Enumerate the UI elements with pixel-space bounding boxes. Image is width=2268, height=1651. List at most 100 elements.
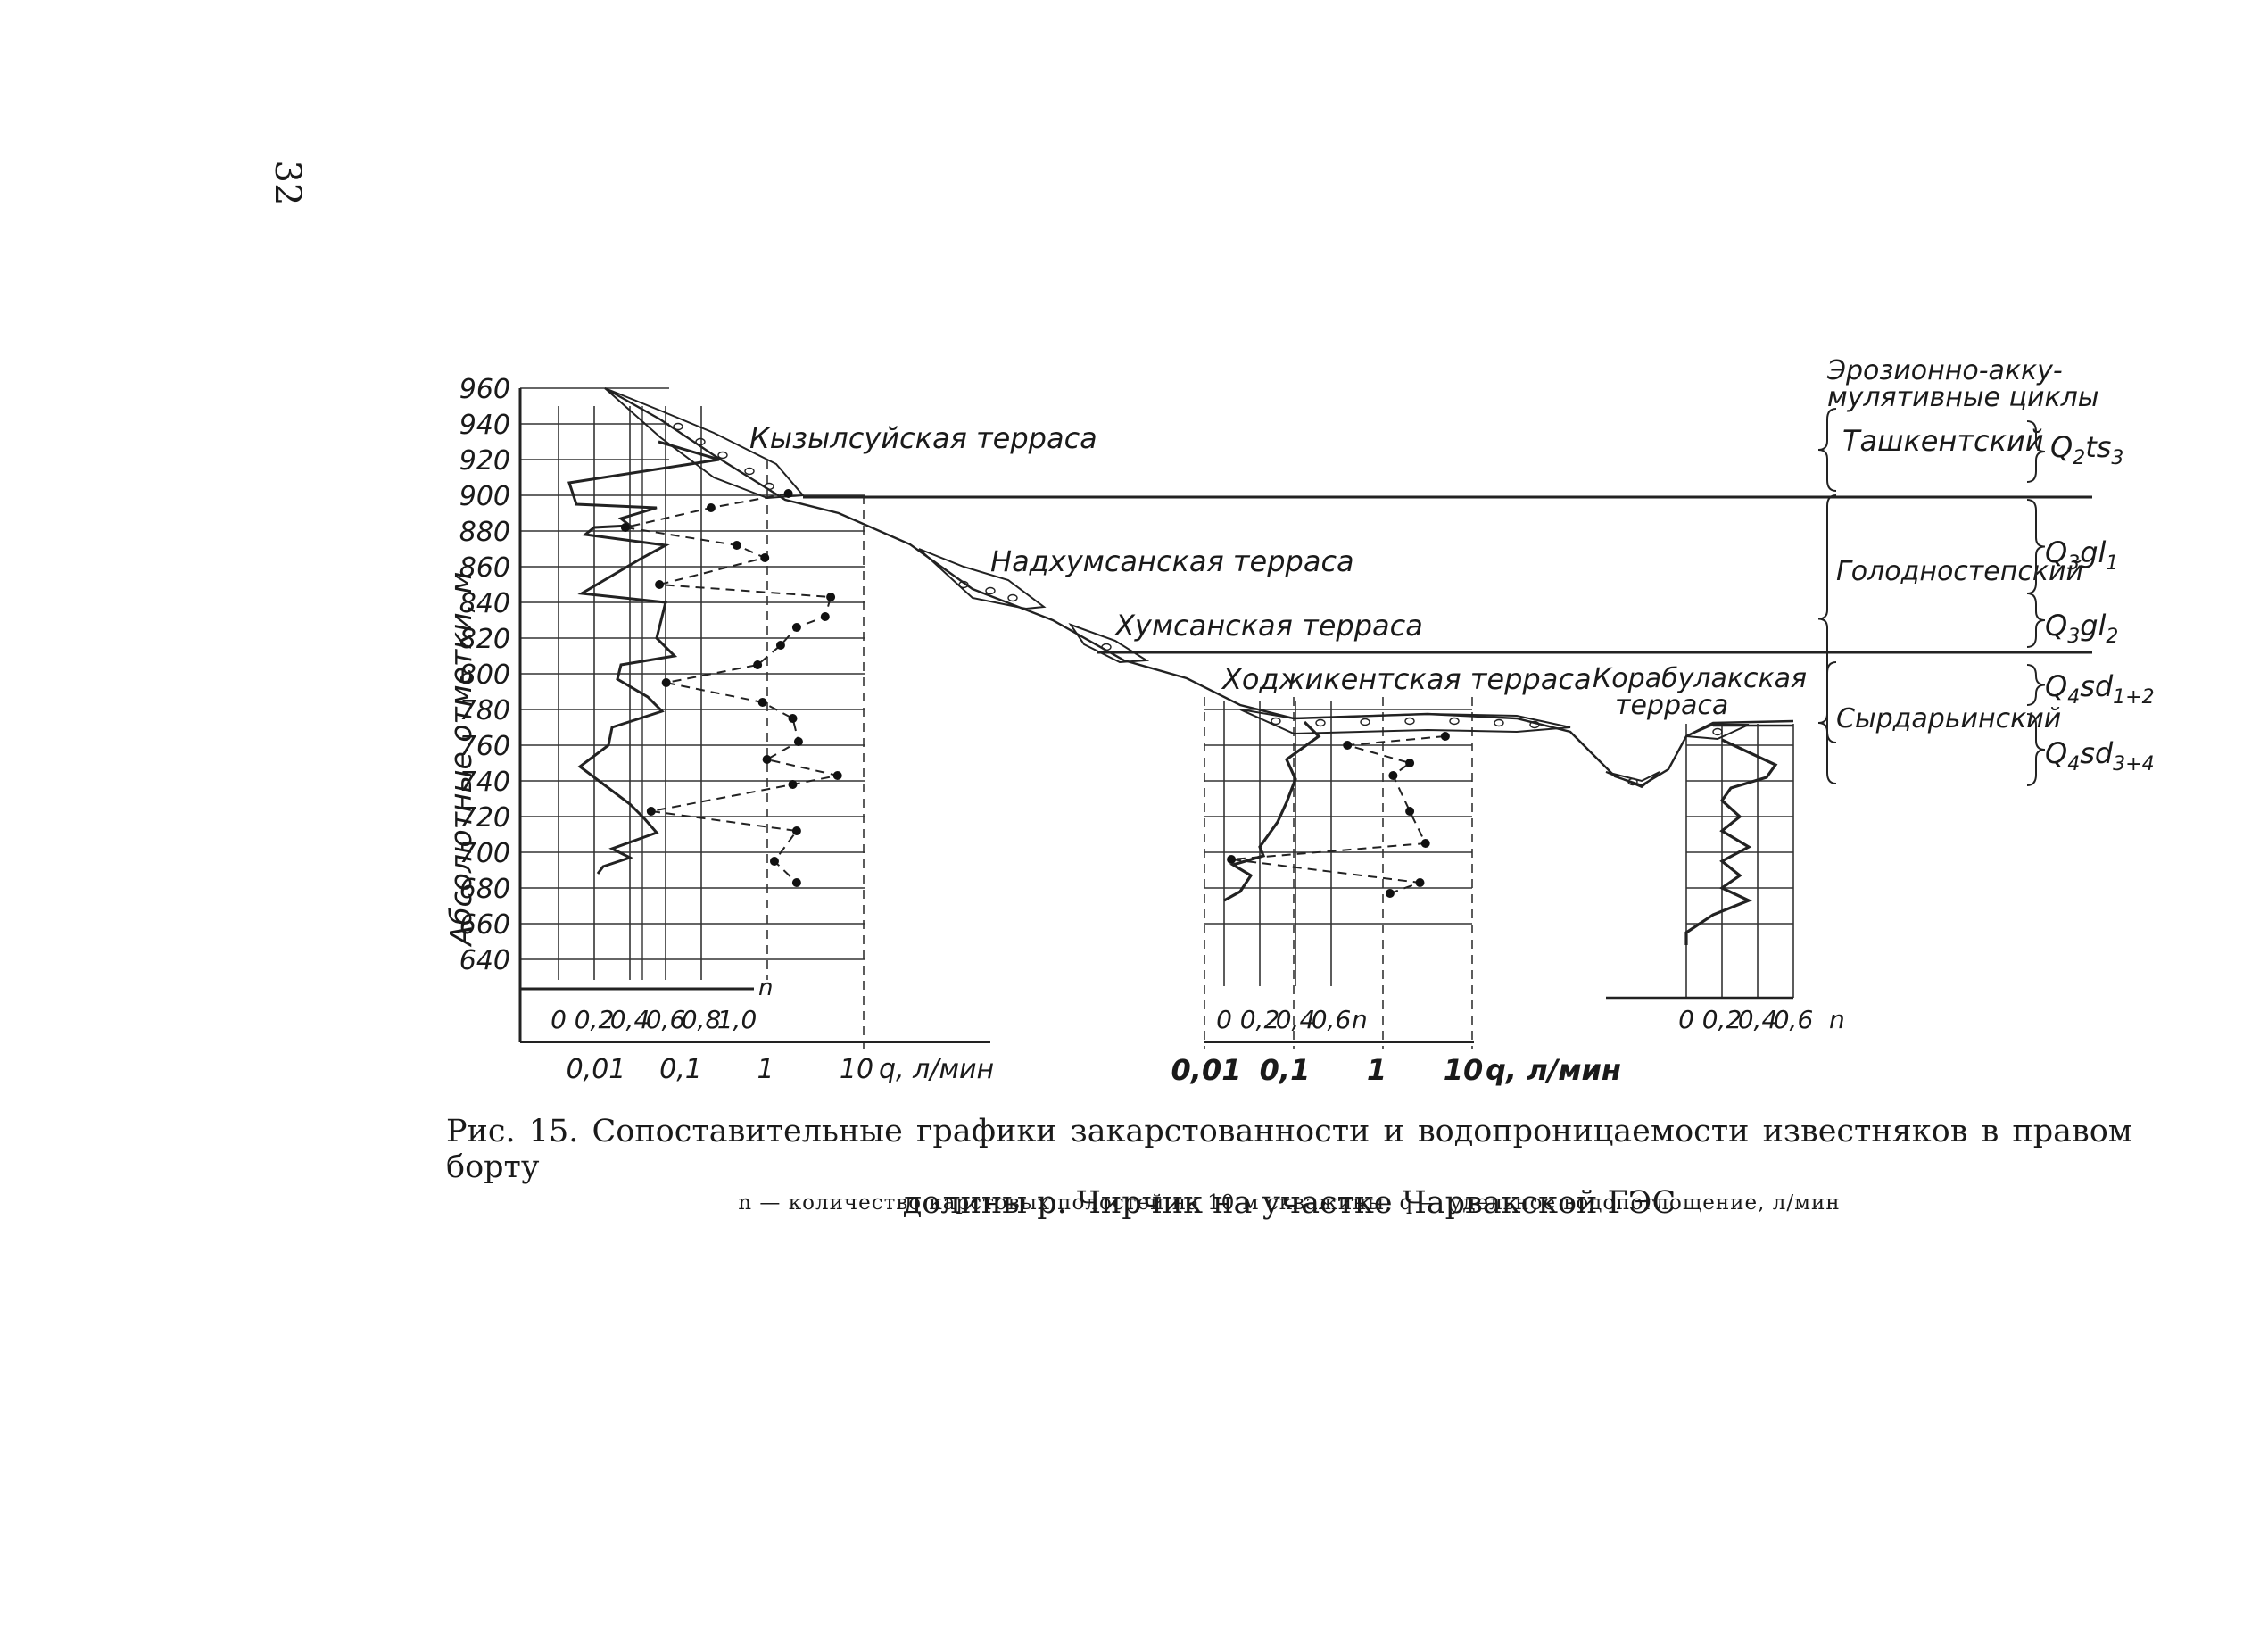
- cycle-label: Голодностепский: [1836, 556, 2083, 587]
- legend-note: n — количество карстовых полостей на 10 …: [738, 1191, 1841, 1215]
- series-n-line: [567, 440, 720, 875]
- series-q-point: [753, 660, 763, 669]
- series-q-line: [1230, 735, 1445, 894]
- y-tick-label: 780: [459, 695, 510, 726]
- pebble-mark: [1101, 643, 1112, 651]
- terrace-label: Хумсанская терраса: [1113, 609, 1423, 643]
- y-tick-label: 680: [459, 874, 510, 905]
- cycle-index: Q4sd1+2: [2045, 669, 2155, 709]
- q-tick-label: 1: [757, 1054, 774, 1085]
- pebble-mark: [1007, 593, 1018, 602]
- y-tick-label: 820: [459, 624, 510, 655]
- series-q-point: [783, 489, 793, 498]
- brace: [1817, 661, 1837, 784]
- terrace-label: Корабулакская: [1593, 663, 1807, 694]
- brace: [2026, 664, 2046, 706]
- y-tick-label: 640: [459, 945, 510, 976]
- pebble-mark: [985, 586, 996, 595]
- y-tick-label: 840: [459, 588, 510, 619]
- chart-grid: [518, 387, 2092, 1049]
- pebble-mark: [717, 451, 728, 460]
- pebble-mark: [1627, 777, 1638, 786]
- series-n-line: [1223, 720, 1321, 902]
- pebble-mark: [695, 437, 706, 446]
- series-q-point: [1385, 889, 1395, 898]
- n-tick-label: 0: [1678, 1005, 1694, 1034]
- q-tick-label: 0,1: [659, 1054, 702, 1085]
- series-q-point: [1405, 807, 1415, 816]
- y-tick-label: 920: [459, 445, 510, 477]
- cycle-index: Q4sd3+4: [2045, 736, 2155, 776]
- pebble-mark: [1449, 717, 1460, 726]
- pebble-mark: [744, 467, 755, 476]
- n-axis-label: n: [1829, 1005, 1845, 1034]
- series-q-point: [820, 612, 830, 621]
- q-axis-label: q, л/мин: [879, 1054, 994, 1085]
- chart-ticks: 960 940 920 900 880 860 840 820 800 780 760 740 720 7…: [459, 374, 1845, 1087]
- surface-line: [604, 386, 1794, 787]
- n-axis-label: n: [1352, 1005, 1368, 1034]
- q-tick-label: 10: [1444, 1053, 1484, 1087]
- y-tick-label: 800: [459, 660, 510, 691]
- alluvium-band: [918, 548, 1047, 610]
- cycles-header: Эрозионно-акку-: [1826, 355, 2063, 386]
- cycle-index: Q2ts3: [2050, 430, 2123, 469]
- caption-line-2: долины р. Чирчик на участке Чарвакской Г…: [902, 1185, 1676, 1221]
- brace: [2026, 593, 2046, 648]
- cycle-index: Q3gl1: [2045, 535, 2118, 575]
- series-q-point: [1343, 741, 1353, 750]
- series-q-point: [1420, 839, 1430, 848]
- y-tick-label: 880: [459, 517, 510, 548]
- series-q-point: [791, 878, 801, 887]
- n-tick-label: 0,8: [682, 1005, 722, 1034]
- series-q-point: [661, 678, 671, 687]
- n-tick-label: 0,4: [1738, 1005, 1778, 1034]
- q-tick-label: 0,1: [1260, 1053, 1311, 1087]
- n-tick-label: 0,4: [1276, 1005, 1316, 1034]
- pebble-mark: [1315, 718, 1326, 727]
- series-q-point: [1415, 878, 1425, 887]
- brace: [2026, 713, 2046, 786]
- cycles-header: мулятивные циклы: [1827, 382, 2098, 413]
- n-tick-label: 1,0: [717, 1005, 757, 1034]
- caption-line-1: Рис. 15. Сопоставительные графики закарс…: [446, 1114, 2132, 1185]
- y-tick-label: 940: [459, 410, 510, 441]
- series-n-line: [1684, 738, 1778, 945]
- series-q-point: [1227, 855, 1237, 864]
- pebble-mark: [1529, 720, 1540, 729]
- series-q-point: [1388, 771, 1398, 780]
- n-tick-label: 0,2: [1240, 1005, 1280, 1034]
- series-q-point: [832, 771, 842, 780]
- series-q-point: [791, 826, 801, 835]
- cycle-label: Сырдарьинский: [1836, 703, 2061, 734]
- terrace-label: терраса: [1615, 690, 1728, 721]
- y-tick-label: 860: [459, 552, 510, 584]
- series-q-point: [732, 541, 741, 550]
- n-tick-label: 0,6: [1312, 1005, 1352, 1034]
- figure-caption: Рис. 15. Сопоставительные графики закарс…: [446, 1114, 2132, 1221]
- pebble-mark: [1360, 718, 1370, 726]
- pebble-mark: [764, 482, 774, 491]
- n-tick-label: 0,6: [1774, 1005, 1814, 1034]
- series-q-point: [769, 857, 779, 866]
- y-tick-label: 760: [459, 731, 510, 762]
- series-q-point: [706, 503, 716, 512]
- alluvium-band: [1605, 771, 1660, 789]
- n-tick-label: 0: [1216, 1005, 1232, 1034]
- cycle-label: Ташкентский: [1842, 424, 2044, 458]
- series-q-point: [620, 523, 630, 532]
- n-tick-label: 0,4: [610, 1005, 650, 1034]
- alluvium-band: [1685, 724, 1750, 741]
- n-tick-label: 0,6: [646, 1005, 686, 1034]
- q-tick-label: 10: [840, 1054, 873, 1085]
- terrace-label: Ходжикентская терраса: [1221, 662, 1592, 696]
- pebble-mark: [1494, 718, 1504, 727]
- series-q-point: [760, 553, 770, 562]
- series-q-line: [625, 493, 838, 884]
- pebble-mark: [673, 422, 683, 431]
- y-tick-label: 960: [459, 374, 510, 405]
- series-q-point: [762, 755, 772, 764]
- series-q-point: [775, 641, 785, 650]
